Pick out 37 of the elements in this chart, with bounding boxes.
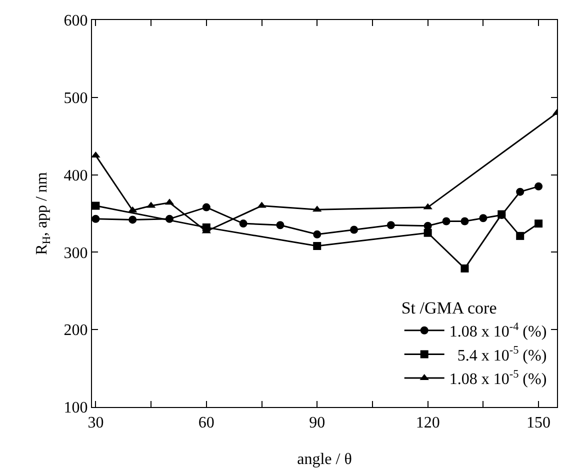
point xyxy=(442,217,450,226)
point xyxy=(424,228,432,237)
legend-label: 1.08 x 10$^{-4}$ (%) xyxy=(449,320,547,341)
x-tick-label: 90 xyxy=(309,414,326,432)
y-tick-label: 400 xyxy=(64,167,88,184)
point xyxy=(128,216,137,224)
y-tick-label: 300 xyxy=(64,244,88,262)
point xyxy=(386,221,395,230)
point xyxy=(516,232,524,240)
point xyxy=(92,214,100,223)
point xyxy=(202,203,210,212)
x-tick-label: 30 xyxy=(88,414,104,432)
point xyxy=(460,217,469,226)
legend-label: 5.4 x 10$^{-5}$ (%) xyxy=(449,344,547,364)
legend-title: St /GMA core xyxy=(401,298,497,318)
point xyxy=(460,264,469,272)
x-tick-label: 120 xyxy=(416,414,440,432)
point xyxy=(313,242,322,250)
point xyxy=(313,230,322,238)
x-tick-label: 150 xyxy=(526,414,551,432)
point xyxy=(479,214,488,222)
y-tick-label: 600 xyxy=(64,12,88,30)
point xyxy=(516,188,524,196)
point xyxy=(92,202,100,210)
point xyxy=(350,226,358,234)
y-tick-label: 500 xyxy=(64,90,88,107)
y-tick-label: 200 xyxy=(64,322,88,340)
point xyxy=(92,151,100,158)
point xyxy=(534,182,543,190)
point xyxy=(534,220,543,228)
point xyxy=(239,220,248,228)
point xyxy=(276,221,284,230)
x-axis-title: angle / θ xyxy=(297,451,352,468)
legend-label: 1.08 x 10$^{-5}$ (%) xyxy=(449,368,547,388)
x-tick-label: 60 xyxy=(198,414,214,432)
point xyxy=(424,222,432,230)
y-tick-label: 100 xyxy=(64,400,88,417)
